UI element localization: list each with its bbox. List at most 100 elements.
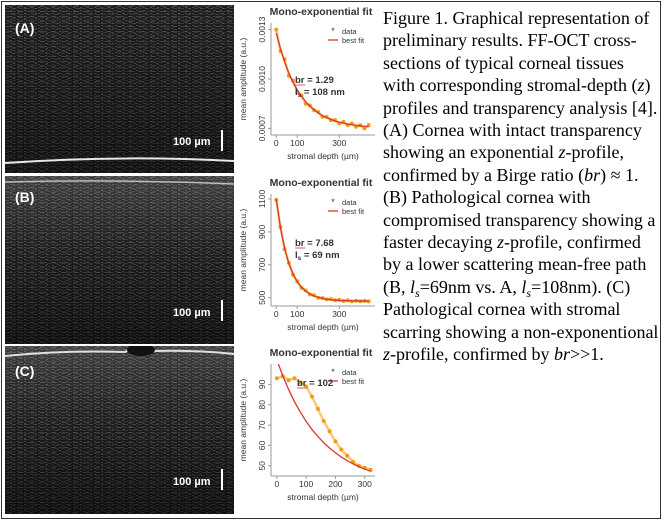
data-point [345,453,350,458]
chart: Mono-exponential fit 500 700 900 1100 0 100 300… [238,177,375,332]
data-point [362,126,367,131]
caption-text: ) ≈ 1. (B) Pathological cornea with comp… [383,164,656,253]
legend-marker: * [331,197,335,207]
x-tick-label: 200 [328,479,342,489]
caption-text: -profile, confirmed by [390,344,554,365]
x-tick-label: 0 [274,138,279,148]
data-point [333,439,338,444]
data-point [286,378,291,383]
annotation: ls = 69 nm [295,250,340,262]
y-axis-label: mean amplitude (a.u.) [238,378,248,461]
legend-marker: * [331,26,335,36]
oct-image: (C) 100 µm [5,346,234,514]
y-tick-label: 90 [257,379,267,389]
data-point [327,429,332,434]
data-point [315,406,320,411]
chart-title: Mono-exponential fit [270,6,373,18]
y-tick-label: 0.0010 [257,66,267,92]
legend-label: best fit [342,207,365,216]
caption-text: ) profiles and transparency analysis [4]… [383,75,658,163]
caption-text: l [410,276,416,297]
caption-text: =69nm vs. A, [419,276,522,297]
image-label: (C) [15,363,34,379]
legend-label: data [342,368,357,377]
x-axis-label: stromal depth (µm) [287,492,359,502]
y-tick-label: 700 [257,257,267,271]
legend-label: best fit [342,377,365,386]
data-point [304,384,309,389]
annotation-part: s [298,92,302,99]
caption-text: z [637,75,645,96]
x-tick-label: 100 [299,479,313,489]
annotation-part: = 108 nm [301,87,345,98]
chart-title: Mono-exponential fit [270,347,373,359]
oct-image: (B) 100 µm [5,176,234,344]
y-tick-label: 0.0007 [257,115,267,141]
annotation-part: l [295,87,298,98]
data-point [339,447,344,452]
caption-text: l [521,276,527,297]
data-point [274,27,279,32]
x-tick-label: 0 [274,479,279,489]
chart-title: Mono-exponential fit [270,177,373,189]
figure-caption: Figure 1. Graphical representation of pr… [383,7,659,366]
plot-area [274,364,373,472]
data-point [321,419,326,424]
x-tick-label: 300 [358,479,372,489]
caption-text: >>1. [569,344,604,365]
annotation-part: l [295,250,298,261]
data-point [292,376,297,381]
caption-text: Figure 1. Graphical representation of pr… [383,8,650,96]
scale-bar-label: 100 µm [173,307,211,319]
y-tick-label: 1100 [257,190,267,209]
caption-text: z [558,142,566,163]
caption-text: -profile, confirmed by a Birge ratio ( [383,142,624,185]
fit-line [277,364,371,472]
legend-label: best fit [342,36,365,45]
caption-text: br [553,344,570,365]
annotation: ls = 108 nm [295,87,345,99]
data-trace [276,374,372,472]
image-label: (A) [15,20,34,36]
oct-image: (A) 100 µm [5,5,234,173]
x-tick-label: 0 [274,309,279,319]
legend-marker: * [331,367,335,377]
plot-area [274,27,371,131]
y-tick-label: 500 [257,290,267,304]
annotation: br = 1.29 [295,75,334,86]
plot-area [274,197,371,304]
caption-text: s [415,285,420,300]
annotation: br = 7.68 [295,238,334,249]
caption-text: -profile, confirmed by a lower scatterin… [383,232,647,297]
caption-text: z [383,344,391,365]
caption-text: =108nm). (C) Pathological cornea with st… [383,276,659,342]
scale-bar-label: 100 µm [173,136,211,148]
x-axis-label: stromal depth (µm) [287,322,359,332]
y-tick-label: 50 [257,461,267,471]
x-tick-label: 100 [290,309,304,319]
x-tick-label: 300 [332,138,346,148]
legend-label: data [342,198,357,207]
y-axis-label: mean amplitude (a.u.) [238,37,248,120]
fit-line [275,32,369,128]
y-tick-label: 80 [257,400,267,410]
annotation-part: = 69 nm [301,250,339,261]
annotation-part: s [298,255,302,262]
chart: Mono-exponential fit 0.0007 0.0010 0.0013 0 1… [238,6,375,161]
data-point [310,394,315,399]
y-axis-label: mean amplitude (a.u.) [238,208,248,291]
caption-text: s [526,285,532,300]
x-tick-label: 100 [290,138,304,148]
fit-line [275,198,369,302]
y-tick-label: 60 [257,440,267,450]
annotation: br = 102 [297,378,333,389]
scale-bar-label: 100 µm [173,476,211,488]
image-label: (B) [15,189,34,205]
x-axis-label: stromal depth (µm) [287,151,359,161]
y-tick-label: 70 [257,420,267,430]
legend-label: data [342,27,357,36]
y-tick-label: 900 [257,225,267,239]
data-point [274,376,279,381]
